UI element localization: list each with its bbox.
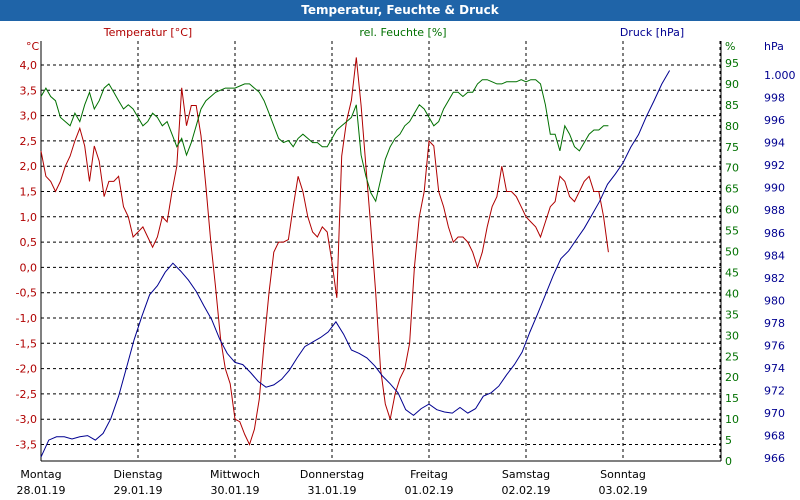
humidity-tick-label: 35 <box>725 308 739 321</box>
temperature-tick-label: -3,0 <box>16 413 37 426</box>
humidity-tick-label: 90 <box>725 78 739 91</box>
temperature-tick-label: 3,5 <box>20 84 38 97</box>
humidity-tick-label: 55 <box>725 225 739 238</box>
x-tick-date-label: 02.02.19 <box>502 484 551 497</box>
temperature-tick-label: 3,0 <box>20 110 38 123</box>
pressure-tick-label: 982 <box>764 272 785 285</box>
pressure-tick-label: 980 <box>764 294 785 307</box>
x-tick-date-label: 29.01.19 <box>114 484 163 497</box>
humidity-tick-label: 20 <box>725 371 739 384</box>
window-title: Temperatur, Feuchte & Druck <box>0 0 800 21</box>
x-tick-day-label: Sonntag <box>600 468 646 481</box>
legend-label: Temperatur [°C] <box>103 26 192 39</box>
humidity-tick-label: 70 <box>725 162 739 175</box>
x-tick-day-label: Donnerstag <box>300 468 364 481</box>
humidity-tick-label: 75 <box>725 141 739 154</box>
humidity-unit-label: % <box>725 40 735 53</box>
chart-series <box>40 57 671 458</box>
temperature-tick-label: 2,0 <box>20 160 38 173</box>
pressure-tick-label: 988 <box>764 204 785 217</box>
pressure-tick-label: 968 <box>764 430 785 443</box>
humidity-tick-label: 10 <box>725 413 739 426</box>
x-tick-day-label: Montag <box>20 468 61 481</box>
temperature-unit-label: °C <box>26 40 40 53</box>
pressure-tick-label: 1.000 <box>764 69 796 82</box>
humidity-tick-label: 15 <box>725 392 739 405</box>
x-tick-day-label: Freitag <box>410 468 448 481</box>
x-tick-day-label: Samstag <box>502 468 550 481</box>
humidity-tick-label: 85 <box>725 99 739 112</box>
humidity-tick-label: 50 <box>725 246 739 259</box>
humidity-series-line <box>40 79 609 203</box>
temperature-tick-label: -3,5 <box>16 439 37 452</box>
pressure-tick-label: 986 <box>764 227 785 240</box>
humidity-tick-label: 60 <box>725 204 739 217</box>
temperature-tick-label: 4,0 <box>20 59 38 72</box>
temperature-tick-label: -1,0 <box>16 312 37 325</box>
humidity-tick-label: 40 <box>725 287 739 300</box>
temperature-tick-label: 2,5 <box>20 135 38 148</box>
legend-label: Druck [hPa] <box>620 26 684 39</box>
chart-labels: 4,0 3,5 3,0 2,5 2,0 1,5 1,0 0,5 0,0 -0,5 -1,0 -1,5 -… <box>16 26 796 497</box>
pressure-tick-label: 984 <box>764 249 785 262</box>
humidity-tick-label: 45 <box>725 266 739 279</box>
humidity-tick-label: 65 <box>725 183 739 196</box>
temperature-tick-label: -2,5 <box>16 388 37 401</box>
temperature-tick-label: -0,5 <box>16 287 37 300</box>
temperature-tick-label: 1,0 <box>20 211 38 224</box>
pressure-tick-label: 972 <box>764 385 785 398</box>
temperature-tick-label: -2,0 <box>16 363 37 376</box>
temperature-tick-label: 0,0 <box>20 261 38 274</box>
pressure-tick-label: 992 <box>764 159 785 172</box>
pressure-tick-label: 996 <box>764 114 785 127</box>
legend-label: rel. Feuchte [%] <box>359 26 446 39</box>
pressure-unit-label: hPa <box>764 40 784 53</box>
x-tick-date-label: 28.01.19 <box>17 484 66 497</box>
temperature-tick-label: 1,5 <box>20 186 38 199</box>
x-tick-date-label: 30.01.19 <box>211 484 260 497</box>
pressure-tick-label: 978 <box>764 317 785 330</box>
x-tick-day-label: Mittwoch <box>210 468 260 481</box>
x-tick-date-label: 01.02.19 <box>405 484 454 497</box>
pressure-tick-label: 990 <box>764 182 785 195</box>
humidity-tick-label: 30 <box>725 329 739 342</box>
chart-axes <box>40 41 722 462</box>
humidity-tick-label: 25 <box>725 350 739 363</box>
x-tick-date-label: 31.01.19 <box>308 484 357 497</box>
pressure-tick-label: 966 <box>764 452 785 465</box>
chart-grid <box>41 41 721 461</box>
temperature-tick-label: 0,5 <box>20 236 38 249</box>
pressure-tick-label: 970 <box>764 407 785 420</box>
pressure-tick-label: 994 <box>764 137 785 150</box>
humidity-tick-label: 80 <box>725 120 739 133</box>
temperature-tick-label: -1,5 <box>16 337 37 350</box>
humidity-tick-label: 0 <box>725 455 732 468</box>
humidity-tick-label: 5 <box>725 434 732 447</box>
pressure-series-line <box>40 70 671 458</box>
humidity-tick-label: 95 <box>725 57 739 70</box>
x-tick-day-label: Dienstag <box>113 468 162 481</box>
pressure-tick-label: 974 <box>764 362 785 375</box>
x-tick-date-label: 03.02.19 <box>599 484 648 497</box>
temperature-series-line <box>40 57 609 446</box>
pressure-tick-label: 976 <box>764 339 785 352</box>
pressure-tick-label: 998 <box>764 92 785 105</box>
